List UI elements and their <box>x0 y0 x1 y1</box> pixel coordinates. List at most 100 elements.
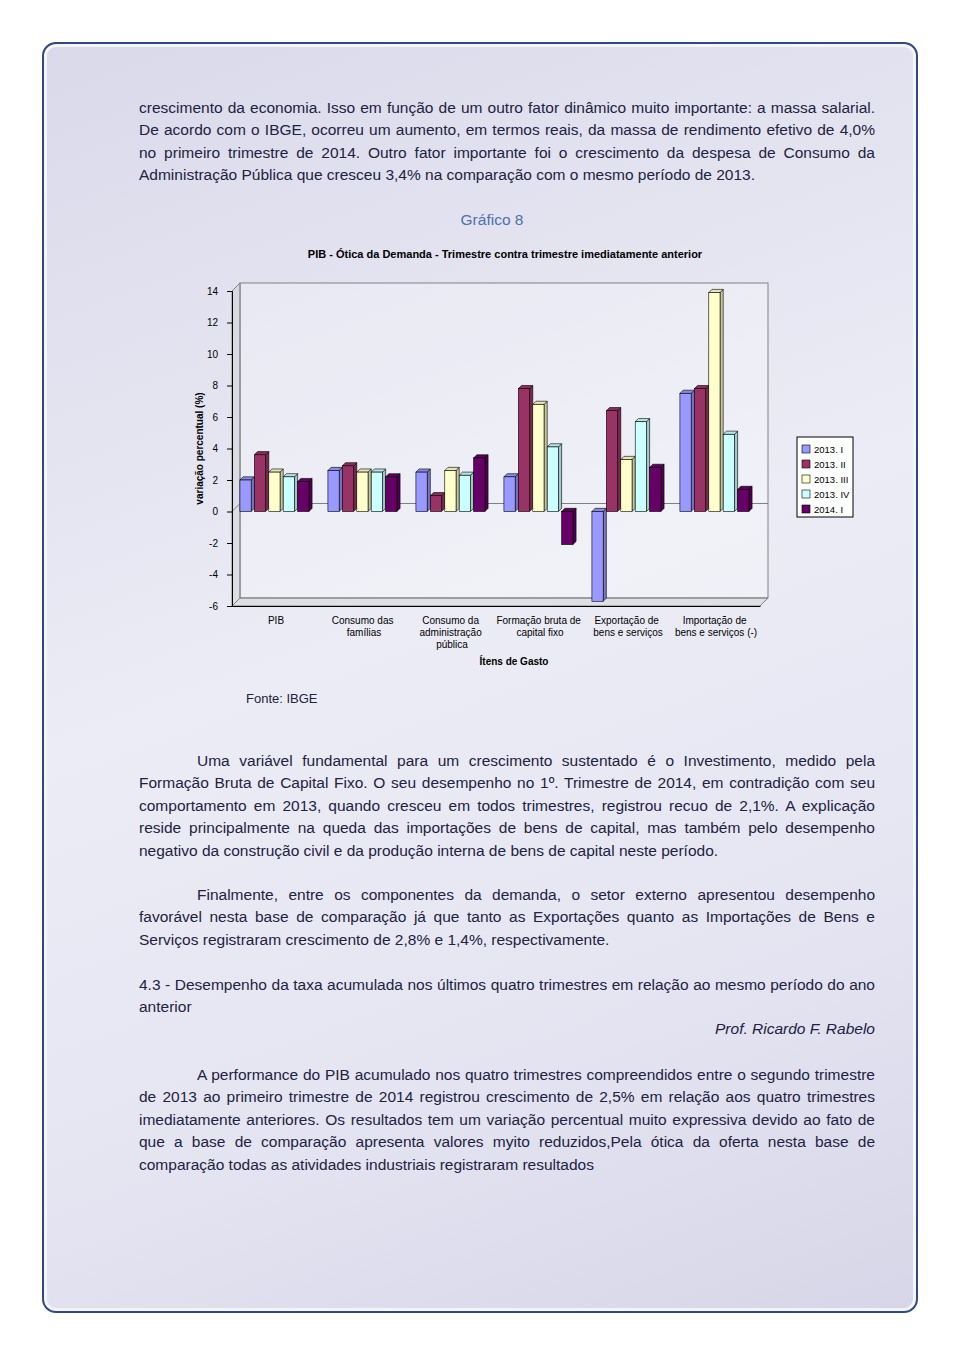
bar <box>445 471 456 512</box>
bar-group <box>547 444 561 512</box>
bar-side <box>368 469 371 512</box>
bar-group <box>606 408 620 512</box>
legend: 2013. I2013. II2013. III2013. IV2014. I <box>797 437 853 517</box>
x-tick-label-line: pública <box>436 639 468 650</box>
bar-group <box>533 401 547 511</box>
bar-group <box>371 469 385 512</box>
bar-group <box>430 493 444 512</box>
bar <box>298 482 309 512</box>
bar <box>518 389 529 512</box>
bar <box>723 434 734 511</box>
bar-group <box>254 452 268 512</box>
bar-group <box>342 463 356 512</box>
bar-side <box>691 390 694 511</box>
bar-side <box>266 452 269 512</box>
legend-swatch <box>802 475 810 483</box>
bar-group <box>357 469 371 512</box>
y-tick-mark <box>227 354 232 355</box>
bar-top <box>547 444 561 447</box>
y-tick: -4 <box>209 569 232 580</box>
legend-label: 2014. I <box>814 504 843 515</box>
paragraph: A performance do PIB acumulado nos quatr… <box>139 1064 875 1176</box>
bar-top <box>298 478 312 481</box>
bar-top <box>635 419 649 422</box>
y-tick-mark <box>227 575 232 576</box>
x-tick-label-line: Formação bruta de <box>496 615 583 626</box>
bar-top <box>430 493 444 496</box>
legend-label: 2013. III <box>814 474 848 485</box>
bar <box>283 477 294 512</box>
y-tick-mark <box>227 480 232 481</box>
bar-group <box>328 467 342 511</box>
x-tick: Formação bruta de capital fixo <box>496 615 583 638</box>
bar-top <box>386 474 400 477</box>
x-tick-label-line: administração <box>419 627 484 638</box>
bar-group <box>723 431 737 511</box>
bar <box>386 477 397 512</box>
bar-side <box>706 385 709 511</box>
bar-group <box>386 474 400 512</box>
bar <box>694 389 705 512</box>
x-tick-label: Formação bruta de capital fixo <box>496 615 583 638</box>
legend-label: 2013. I <box>814 444 843 455</box>
bar-group <box>269 469 283 512</box>
floor <box>232 598 768 606</box>
bar-group <box>240 477 254 512</box>
x-tick-label-line: Consumo da <box>422 615 481 626</box>
x-tick: Exportação de bens e serviços <box>593 615 662 638</box>
chart: -6-4-202468101214PIBConsumo das famílias… <box>0 0 960 720</box>
bar <box>562 512 573 545</box>
bar-top <box>680 390 694 393</box>
bar <box>371 472 382 511</box>
bar-top <box>342 463 356 466</box>
bar-group <box>459 472 473 511</box>
bar-top <box>416 469 430 472</box>
y-tick-label: 4 <box>212 443 218 454</box>
x-tick-label-line: capital fixo <box>516 627 564 638</box>
y-axis-title: variação percentual (%) <box>194 392 205 504</box>
bar-top <box>474 455 488 458</box>
x-tick-label-line: Importação de <box>683 615 750 626</box>
x-tick-label-line: Consumo das <box>332 615 396 626</box>
side-wall <box>232 283 240 606</box>
bar <box>474 458 485 512</box>
y-tick-label: -6 <box>209 601 218 612</box>
bar-group <box>709 289 723 511</box>
y-tick: 2 <box>212 475 232 486</box>
x-tick-label-line: famílias <box>347 627 381 638</box>
bar <box>547 447 558 512</box>
legend-label: 2013. IV <box>814 489 850 500</box>
paragraph: Uma variável fundamental para um crescim… <box>139 750 875 862</box>
paragraph: crescimento da economia. Isso em função … <box>139 97 875 187</box>
x-tick: Consumo das famílias <box>332 615 396 638</box>
bar-top <box>709 289 723 292</box>
y-tick: 4 <box>212 443 232 454</box>
y-tick-mark <box>227 543 232 544</box>
bar-group <box>650 464 664 511</box>
y-tick-label: 2 <box>212 475 218 486</box>
x-tick-label-line: Exportação de <box>594 615 661 626</box>
bar-side <box>749 486 752 511</box>
bar-side <box>646 419 649 512</box>
y-tick-label: 14 <box>207 286 219 297</box>
bar-side <box>339 467 342 511</box>
y-tick-mark <box>227 417 232 418</box>
bar-side <box>515 474 518 512</box>
bar-side <box>573 508 576 544</box>
bar <box>357 472 368 511</box>
paragraph: Prof. Ricardo F. Rabelo <box>139 1018 875 1040</box>
y-tick-mark <box>227 606 232 607</box>
bar-top <box>606 408 620 411</box>
bar-top <box>357 469 371 472</box>
y-tick-label: 10 <box>207 349 219 360</box>
y-tick: 0 <box>212 506 232 517</box>
y-tick: 8 <box>212 380 232 391</box>
paragraph: Fonte: IBGE <box>246 688 446 710</box>
bar-top <box>254 452 268 455</box>
chart-title: PIB - Ótica da Demanda - Trimestre contr… <box>308 248 703 260</box>
x-axis-line <box>233 606 761 607</box>
x-tick-label: Exportação de bens e serviços <box>593 615 662 638</box>
bar-group <box>562 508 576 544</box>
bar <box>738 489 749 511</box>
bar-top <box>650 464 664 467</box>
